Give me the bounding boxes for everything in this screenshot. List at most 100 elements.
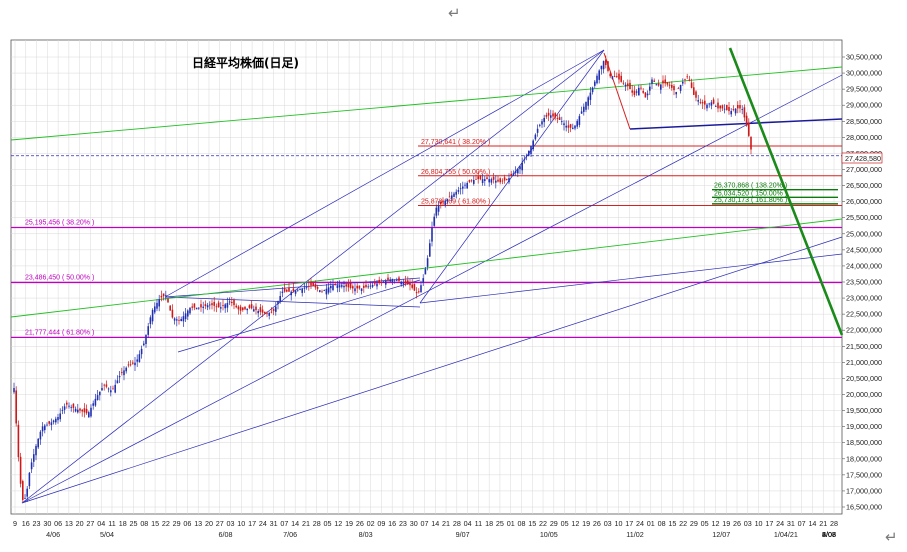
candle: [389, 277, 391, 283]
candle: [257, 309, 259, 318]
candle-body: [297, 289, 299, 291]
candle-body: [662, 80, 664, 84]
candle-body: [671, 84, 673, 88]
candle-body: [701, 102, 704, 104]
candle: [462, 181, 464, 195]
candle-body: [376, 283, 378, 287]
candle: [385, 278, 387, 289]
day-tick-label: 07: [421, 519, 429, 528]
candle: [574, 125, 576, 131]
candle: [682, 78, 684, 86]
candle-body: [48, 421, 50, 424]
candle: [297, 288, 299, 292]
trend-line: [21, 236, 843, 504]
candle-body: [580, 111, 583, 114]
candle: [209, 301, 211, 310]
month-tick-label: 9/07: [456, 530, 470, 539]
candle-body: [400, 281, 402, 285]
candle: [629, 79, 631, 90]
price-tick-label: 19,500,000: [846, 406, 882, 415]
candle-body: [356, 285, 358, 289]
candle-body: [506, 179, 508, 180]
candle-body: [110, 390, 112, 393]
month-tick-label: 7/06: [283, 530, 297, 539]
candle: [431, 221, 433, 247]
candle: [248, 304, 251, 310]
candle-body: [358, 285, 361, 289]
day-tick-label: 03: [744, 519, 752, 528]
candle-body: [481, 179, 484, 183]
candle-body: [554, 113, 556, 118]
candle-body: [646, 93, 649, 96]
candle-body: [101, 388, 103, 391]
candle-body: [228, 301, 231, 303]
candle-body: [244, 306, 246, 310]
candle: [107, 387, 110, 393]
candle-body: [187, 310, 189, 317]
trend-line: [177, 279, 421, 353]
candle-body: [347, 283, 350, 288]
candle: [690, 78, 693, 89]
candle-body: [299, 289, 301, 290]
candle-body: [308, 286, 310, 287]
price-tick-label: 24,500,000: [846, 245, 882, 254]
candle: [138, 350, 141, 363]
candle: [204, 300, 207, 310]
candle: [13, 382, 15, 394]
candle-body: [158, 299, 160, 307]
candle-body: [609, 73, 611, 77]
candle: [268, 311, 270, 320]
candle: [46, 422, 48, 427]
candle: [101, 382, 103, 391]
candle-body: [46, 424, 48, 426]
candle-body: [345, 284, 347, 287]
candle: [50, 418, 53, 431]
candle: [488, 175, 490, 187]
candle-body: [231, 302, 233, 304]
candle: [259, 304, 262, 316]
candle: [365, 280, 367, 289]
price-tick-label: 18,000,000: [846, 454, 882, 463]
candle-body: [613, 76, 616, 78]
month-tick-label: 12/07: [712, 530, 730, 539]
candle: [316, 284, 319, 292]
price-tick-label: 20,500,000: [846, 374, 882, 383]
candle: [495, 175, 497, 189]
candle-body: [737, 104, 739, 109]
candle: [411, 278, 413, 290]
price-tick-label: 24,000,000: [846, 261, 882, 270]
candle-body: [204, 304, 207, 306]
candle-body: [257, 311, 259, 314]
candle-body: [94, 398, 97, 406]
candle: [715, 104, 717, 107]
day-tick-label: 28: [830, 519, 838, 528]
candle-body: [275, 306, 277, 312]
candle: [512, 170, 515, 176]
candle-body: [541, 121, 543, 125]
candle: [68, 402, 70, 409]
candle-body: [136, 359, 138, 362]
candle: [233, 298, 235, 310]
day-tick-label: 01: [507, 519, 515, 528]
candle-body: [253, 309, 255, 312]
candle: [503, 174, 506, 184]
candle-body: [440, 202, 442, 205]
day-tick-label: 24: [259, 519, 267, 528]
day-tick-label: 18: [485, 519, 493, 528]
day-tick-label: 20: [76, 519, 84, 528]
candle-body: [125, 367, 127, 372]
candle-body: [105, 384, 108, 387]
day-tick-label: 13: [65, 519, 73, 528]
candle: [231, 296, 233, 307]
candle-body: [451, 195, 453, 199]
candle-body: [497, 179, 499, 182]
candle: [121, 367, 123, 376]
candle-body: [277, 301, 279, 305]
price-tick-label: 22,500,000: [846, 310, 882, 319]
trend-line: [728, 47, 844, 336]
month-tick-label: 4/06: [46, 530, 60, 539]
candle: [222, 299, 224, 311]
candle: [554, 112, 556, 121]
day-tick-label: 11: [108, 519, 115, 528]
candle: [510, 170, 512, 177]
